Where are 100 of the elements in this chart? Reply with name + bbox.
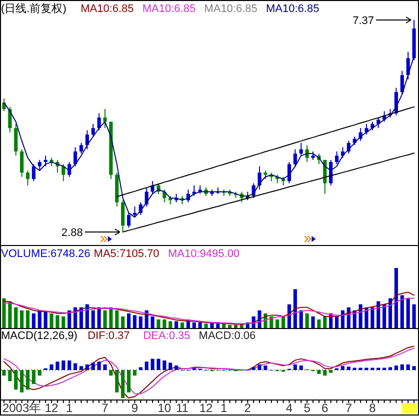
- bar: [317, 319, 321, 328]
- bar: [144, 362, 148, 370]
- bar: [406, 298, 410, 328]
- text: MA10:9495.00: [168, 248, 240, 260]
- candlestick: [287, 162, 292, 184]
- bar: [168, 362, 172, 370]
- text: MA5:7105.70: [94, 248, 160, 260]
- bar: [126, 313, 131, 328]
- bar: [276, 319, 280, 328]
- x-tick-label: 11: [176, 401, 189, 415]
- candlestick: [132, 206, 136, 218]
- bar: [156, 319, 160, 328]
- candlestick: [38, 159, 42, 172]
- bar: [26, 310, 30, 328]
- bar: [162, 360, 166, 370]
- bar: [299, 366, 303, 370]
- x-tick-label: 12: [199, 401, 214, 415]
- bar: [68, 360, 72, 370]
- bar: [115, 370, 119, 392]
- bar: [264, 366, 268, 370]
- bar: [394, 366, 398, 370]
- bar: [8, 370, 12, 382]
- annotation: 7.37: [352, 14, 374, 27]
- candlestick: [400, 70, 404, 95]
- bar: [14, 370, 18, 390]
- bar: [62, 316, 66, 328]
- bar: [382, 304, 386, 328]
- x-tick-label: 6: [322, 401, 329, 415]
- bar: [168, 321, 172, 328]
- bar: [121, 316, 125, 328]
- candlestick: [32, 164, 36, 182]
- bar: [258, 364, 262, 370]
- x-tick-label: 7: [345, 401, 352, 415]
- bar: [109, 307, 113, 328]
- candlestick: [14, 123, 18, 156]
- bar: [388, 367, 392, 370]
- bar: [79, 366, 84, 370]
- bar: [91, 362, 95, 370]
- x-tick-label: 2003年: [2, 401, 42, 415]
- bar: [32, 370, 36, 384]
- candlestick: [74, 146, 78, 167]
- bar: [174, 366, 178, 370]
- bar: [293, 364, 297, 370]
- bar: [311, 316, 315, 328]
- bar: [91, 310, 95, 328]
- bar: [293, 289, 297, 328]
- bar: [2, 370, 6, 376]
- bar: [323, 370, 327, 376]
- bar: [85, 364, 89, 370]
- bar: [317, 370, 321, 374]
- bar: [370, 307, 374, 328]
- candlestick: [79, 142, 84, 154]
- x-tick-label: 9: [131, 401, 138, 415]
- candlestick: [91, 123, 95, 138]
- bar: [32, 313, 36, 328]
- bar: [323, 316, 327, 328]
- candlestick: [44, 155, 48, 167]
- candlestick: [293, 148, 297, 167]
- bar: [74, 363, 78, 370]
- bar: [56, 315, 60, 328]
- bar: [198, 322, 202, 328]
- bar: [412, 366, 416, 370]
- bar: [50, 364, 54, 370]
- candlestick: [103, 108, 107, 129]
- candlestick: [334, 150, 339, 165]
- bar: [109, 370, 113, 376]
- bar: [329, 370, 333, 373]
- bar: [406, 364, 410, 370]
- chart-title: (日线.前复权): [1, 2, 66, 15]
- bar: [150, 316, 154, 328]
- bar: [340, 366, 344, 370]
- bar: [14, 307, 18, 328]
- candlestick: [68, 162, 72, 178]
- candlestick: [2, 98, 6, 112]
- bar: [156, 358, 160, 370]
- bar: [2, 298, 6, 328]
- bar: [132, 315, 136, 328]
- bar: [162, 319, 166, 328]
- chart-title: MACD(12,26,9): [1, 330, 78, 342]
- x-tick-label: 8: [369, 401, 376, 415]
- bar: [138, 367, 142, 370]
- text: DEA:0.35: [143, 330, 190, 342]
- text: MA10:6.85: [204, 3, 258, 15]
- bar: [97, 362, 101, 370]
- bar: [394, 268, 398, 328]
- bar: [150, 358, 154, 370]
- bar: [346, 366, 350, 370]
- bar: [180, 322, 184, 328]
- text: MACD:0.06: [198, 330, 256, 342]
- text: MA10:6.85: [142, 3, 196, 15]
- bar: [38, 370, 42, 376]
- candlestick: [299, 142, 303, 156]
- bar: [132, 370, 136, 376]
- bar: [334, 316, 339, 328]
- bar: [400, 295, 404, 328]
- bar: [103, 364, 107, 370]
- x-tick-label: 12: [44, 401, 59, 415]
- x-tick-label: 2: [244, 401, 252, 415]
- text: MA10:6.85: [80, 3, 134, 15]
- bar: [103, 310, 107, 328]
